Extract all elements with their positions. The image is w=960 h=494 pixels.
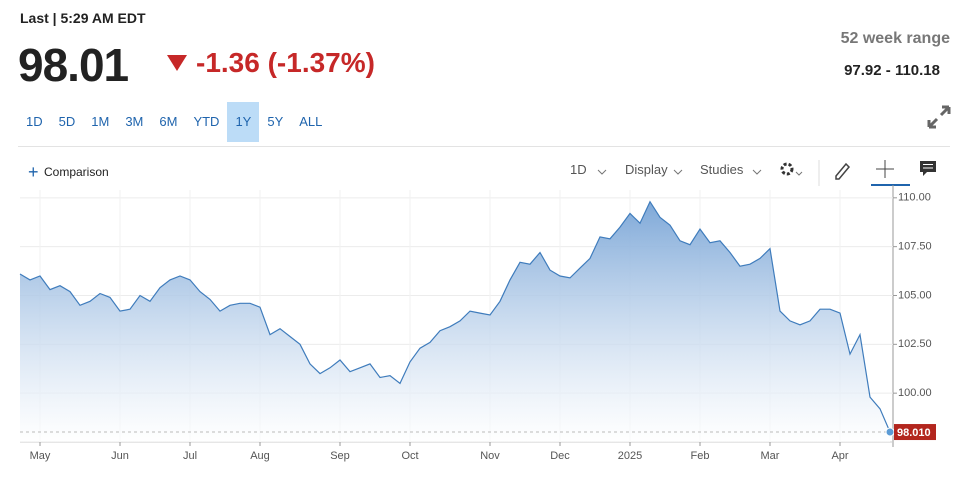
x-tick-label: Dec	[550, 450, 570, 462]
y-tick-label: 100.00	[898, 387, 932, 399]
comparison[interactable]: Comparison	[44, 165, 109, 179]
y-tick-label: 105.00	[898, 289, 932, 301]
x-tick-label: 2025	[618, 450, 642, 462]
separator	[18, 146, 950, 147]
last-point	[885, 427, 895, 437]
range-button[interactable]: YTD	[193, 114, 220, 129]
last-price-box	[894, 424, 936, 441]
x-tick-label: Jul	[183, 450, 197, 462]
range-buttons: 1D 5D 1M 3M 6M YTD 1Y 5Y ALL	[18, 102, 330, 142]
toolbar-icons	[597, 160, 936, 186]
change: -1.36 (-1.37%)	[196, 47, 375, 78]
price-line	[19, 200, 891, 433]
x-tick-label: Nov	[480, 450, 500, 462]
last-time: Last | 5:29 AM EDT	[20, 10, 146, 26]
range-button[interactable]: 5Y	[267, 114, 284, 129]
x-tick-label: Jun	[111, 450, 129, 462]
down-arrow	[167, 55, 187, 71]
interval[interactable]: 1D	[570, 162, 587, 177]
range-button[interactable]: 5D	[58, 114, 76, 129]
range-button[interactable]: 1Y	[227, 102, 260, 142]
x-tick-label: Feb	[691, 450, 710, 462]
display[interactable]: Display	[625, 162, 668, 177]
y-tick-label: 102.50	[898, 338, 932, 350]
studies[interactable]: Studies	[700, 162, 744, 177]
range-title: 52 week range	[840, 30, 950, 47]
last-price-label: 98.010	[897, 427, 931, 439]
x-tick-label: Apr	[831, 450, 848, 462]
x-tick-label: May	[30, 450, 51, 462]
x-tick-label: Sep	[330, 450, 350, 462]
area	[20, 201, 890, 442]
range-button[interactable]: ALL	[299, 114, 323, 129]
y-tick-label: 107.50	[898, 241, 932, 253]
x-tick-label: Aug	[250, 450, 270, 462]
price: 98.01	[18, 39, 129, 91]
range-value: 97.92 - 110.18	[844, 62, 940, 79]
chart: 100.00 102.50 105.00 107.50 110.00 May Jun Jul A…	[19, 185, 936, 462]
range-button[interactable]: 1M	[91, 114, 110, 129]
y-tick-label: 110.00	[898, 192, 931, 204]
x-tick-label: Mar	[761, 450, 780, 462]
range-button[interactable]: 6M	[159, 114, 178, 129]
expand-icon[interactable]	[926, 104, 952, 130]
plus-icon: +	[28, 162, 39, 182]
range-button[interactable]: 3M	[125, 114, 144, 129]
x-tick-label: Oct	[401, 450, 418, 462]
range-button[interactable]: 1D	[26, 114, 43, 129]
